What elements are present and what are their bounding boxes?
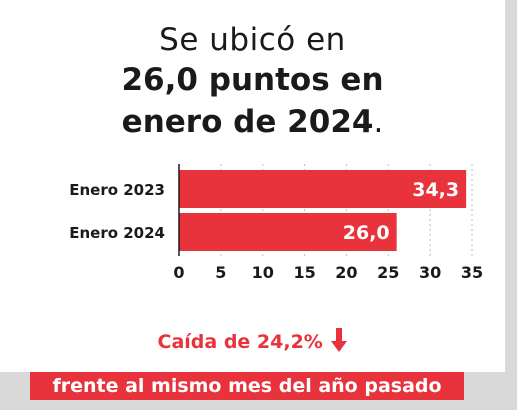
headline-line-3-text: enero de 2024 xyxy=(121,104,374,140)
category-label-1: Enero 2024 xyxy=(69,224,165,242)
x-tick-label-5: 25 xyxy=(377,263,399,282)
x-tick-label-6: 30 xyxy=(419,263,441,282)
x-tick-label-4: 20 xyxy=(335,263,357,282)
x-tick-label-1: 5 xyxy=(215,263,226,282)
arrow-down-icon xyxy=(331,328,348,352)
x-tick-label-0: 0 xyxy=(173,263,184,282)
bar-0 xyxy=(179,170,467,208)
caption-text: Caída de 24,2% xyxy=(157,331,323,353)
x-tick-label-3: 15 xyxy=(293,263,315,282)
headline-line-1: Se ubicó en xyxy=(159,22,346,58)
headline-line-2: 26,0 puntos en xyxy=(121,62,384,98)
bar-chart: Enero 2023 Enero 2024 34,3 26,0 0 5 10 15 20 25 30… xyxy=(69,164,483,282)
category-label-0: Enero 2023 xyxy=(69,181,165,199)
headline-period: . xyxy=(373,104,384,140)
caption-band: frente al mismo mes del año pasado xyxy=(30,372,464,400)
x-tick-label-7: 35 xyxy=(461,263,483,282)
x-tick-label-2: 10 xyxy=(252,263,274,282)
headline-line-3: enero de 2024. xyxy=(0,104,505,140)
caption: Caída de 24,2% xyxy=(0,328,505,353)
value-label-1: 26,0 xyxy=(343,222,390,244)
infographic-card: Se ubicó en 26,0 puntos en enero de 2024… xyxy=(0,0,505,372)
value-label-0: 34,3 xyxy=(412,179,459,201)
bar-1 xyxy=(179,213,397,251)
